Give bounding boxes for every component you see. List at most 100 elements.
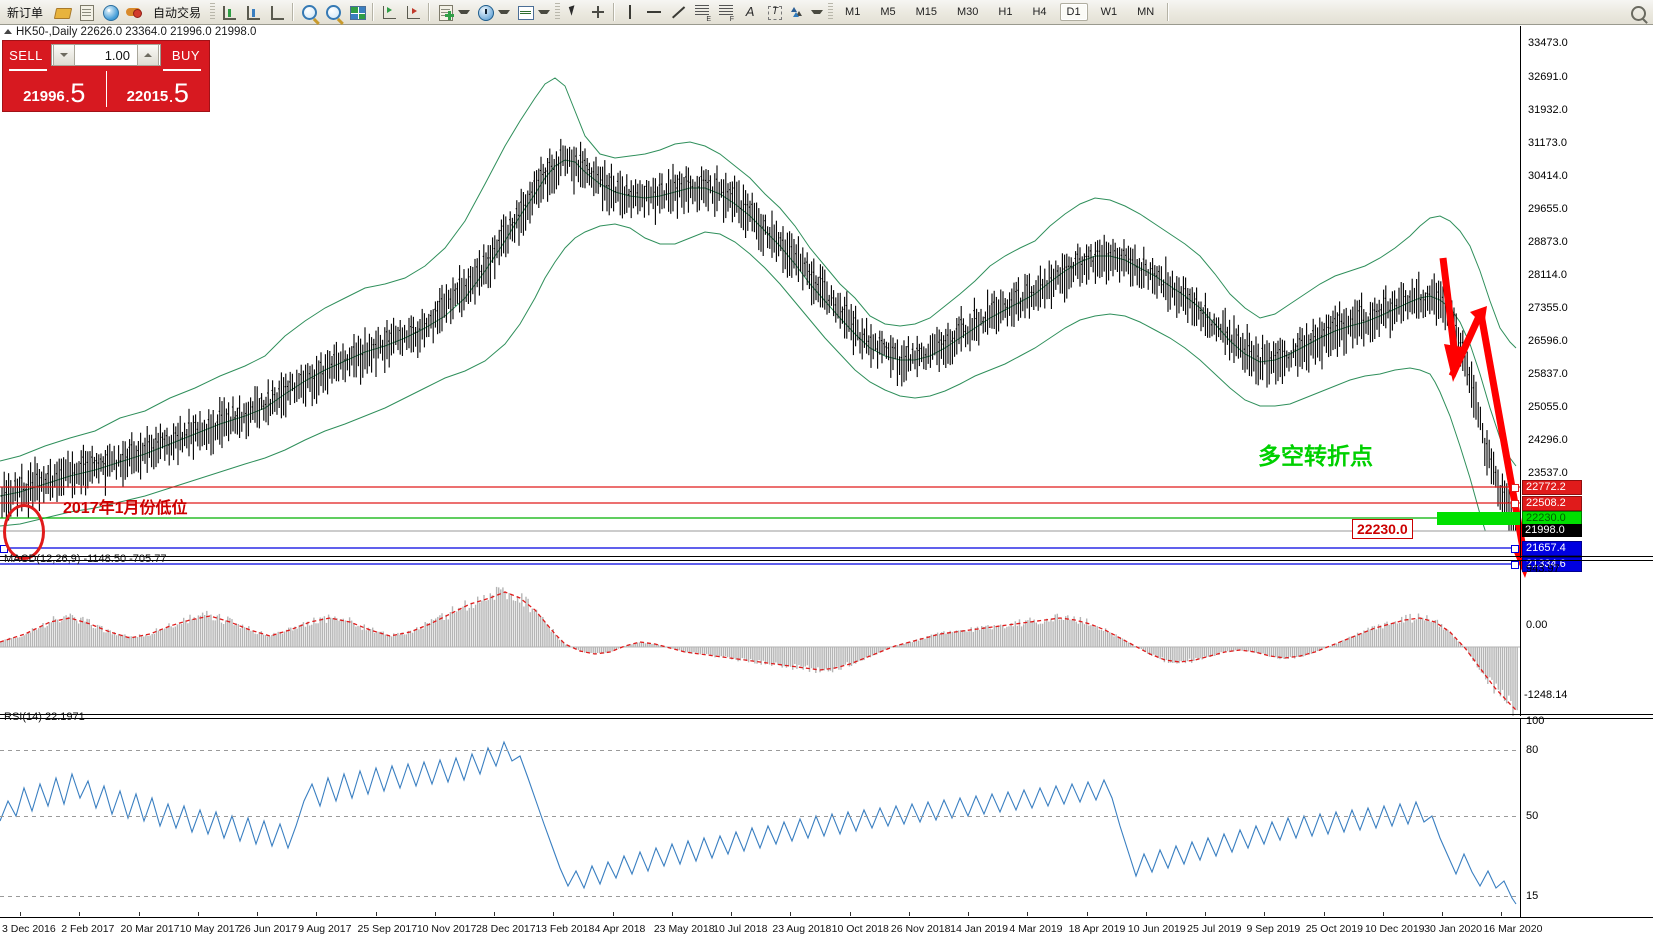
price-badge-resistance-1[interactable]: 22772.2 <box>1522 480 1582 495</box>
low-point-circle <box>3 504 45 560</box>
volume-decrement-button[interactable] <box>53 44 75 66</box>
volume-field[interactable]: 1.00 <box>51 44 161 66</box>
folder-icon[interactable] <box>50 1 74 23</box>
zoom-out-icon[interactable] <box>321 1 345 25</box>
timeframe-m15[interactable]: M15 <box>915 6 937 18</box>
toolbar-grip[interactable] <box>555 3 561 21</box>
time-axis-label: 4 Apr 2018 <box>594 923 646 935</box>
volume-increment-button[interactable] <box>137 44 159 66</box>
price-axis-label: 33473.0 <box>1528 37 1568 49</box>
price-chart-canvas[interactable] <box>0 26 1653 944</box>
vertical-line-icon[interactable] <box>618 1 642 23</box>
data-window-icon[interactable] <box>74 1 98 23</box>
indicators-icon[interactable] <box>433 1 457 23</box>
price-axis-label: 31932.0 <box>1528 104 1568 116</box>
templates-icon[interactable] <box>513 1 537 23</box>
macd-series-group <box>0 586 1520 716</box>
toolbar-grip[interactable] <box>828 3 834 21</box>
line-handle[interactable] <box>1511 545 1519 553</box>
buy-price-integer: 22015 <box>126 88 169 105</box>
fibonacci-icon[interactable] <box>714 1 738 23</box>
indicators-dropdown-icon[interactable] <box>458 10 471 14</box>
time-axis-tick <box>20 912 21 916</box>
line-chart-icon[interactable] <box>265 1 289 23</box>
candlestick-chart-icon[interactable] <box>241 1 265 23</box>
rsi-axis[interactable] <box>1520 719 1521 917</box>
buy-price-dot: . <box>169 90 173 105</box>
horizontal-line-icon[interactable] <box>642 1 666 23</box>
price-badge-target[interactable]: 22230.0 <box>1522 511 1582 526</box>
bar-chart-icon[interactable] <box>217 1 241 23</box>
chart-area[interactable]: 33473.0 32691.0 31932.0 31173.0 30414.0 … <box>0 26 1653 944</box>
volume-value[interactable]: 1.00 <box>104 47 130 63</box>
text-icon[interactable]: A <box>745 4 755 19</box>
price-axis-label: 29655.0 <box>1528 203 1568 215</box>
zoom-in-icon[interactable] <box>297 1 321 25</box>
period-icon[interactable] <box>473 1 497 23</box>
cursor-icon[interactable] <box>562 1 586 23</box>
one-click-trading-panel[interactable]: SELL 1.00 BUY 21996 . 5 22015 . 5 <box>2 40 210 112</box>
time-axis-label: 4 Mar 2019 <box>1009 923 1063 935</box>
chart-shift-icon[interactable] <box>377 1 401 23</box>
tile-windows-icon[interactable] <box>345 1 369 23</box>
time-axis-tick <box>1027 912 1029 916</box>
expand-icon[interactable] <box>4 28 12 34</box>
macd-axis[interactable] <box>1520 561 1521 716</box>
bollinger-lower-band <box>0 223 1486 531</box>
time-axis-label: 9 Sep 2019 <box>1246 923 1301 935</box>
crosshair-icon[interactable] <box>586 1 610 23</box>
sell-price[interactable]: 21996 . 5 <box>3 69 106 109</box>
new-order-button[interactable]: 新订单 <box>7 5 44 20</box>
buy-price[interactable]: 22015 . 5 <box>107 69 210 109</box>
sell-button[interactable]: SELL <box>9 47 43 63</box>
sell-price-dot: . <box>65 90 70 105</box>
timeframe-h1[interactable]: H1 <box>998 6 1013 18</box>
price-badge-support-1[interactable]: 21657.4 <box>1522 541 1582 556</box>
equidistant-channel-icon[interactable] <box>690 1 714 23</box>
timeframe-d1[interactable]: D1 <box>1057 1 1091 23</box>
line-handle[interactable] <box>1511 561 1519 569</box>
search-icon[interactable] <box>1629 1 1653 23</box>
price-badge-last[interactable]: 21998.0 <box>1522 524 1582 537</box>
line-handle[interactable] <box>1511 484 1519 492</box>
timeframe-h4[interactable]: H4 <box>1032 6 1047 18</box>
price-badge-resistance-2[interactable]: 22508.2 <box>1522 496 1582 511</box>
timeframe-m30[interactable]: M30 <box>957 6 979 18</box>
time-axis-tick <box>1442 912 1444 916</box>
timeframe-w1[interactable]: W1 <box>1100 6 1118 18</box>
rsi-level-50 <box>0 816 1520 817</box>
time-axis-label: 10 May 2017 <box>179 923 241 935</box>
time-axis-label: 23 May 2018 <box>653 923 715 935</box>
price-axis-label: 27355.0 <box>1528 302 1568 314</box>
navigator-icon[interactable] <box>98 1 122 23</box>
price-axis-label: 31173.0 <box>1528 137 1567 149</box>
period-dropdown-icon[interactable] <box>498 10 511 14</box>
shapes-dropdown-icon[interactable] <box>811 10 824 14</box>
time-axis[interactable] <box>0 917 1653 918</box>
autotrading-button[interactable]: 自动交易 <box>153 5 202 20</box>
autotrading-icon[interactable] <box>122 1 146 23</box>
time-axis-label: 9 Aug 2017 <box>298 923 352 935</box>
text-label-icon[interactable] <box>762 1 786 23</box>
target-zone-box[interactable] <box>1437 512 1520 525</box>
templates-dropdown-icon[interactable] <box>538 10 551 14</box>
time-axis-tick <box>1145 912 1147 916</box>
trendline-icon[interactable] <box>666 1 690 23</box>
timeframe-m5[interactable]: M5 <box>880 6 896 18</box>
timeframe-mn[interactable]: MN <box>1137 6 1155 18</box>
price-box-label[interactable]: 22230.0 <box>1352 519 1413 539</box>
toolbar-grip[interactable] <box>210 3 216 21</box>
toolbar-separator <box>292 3 295 21</box>
line-handle[interactable] <box>1511 500 1519 508</box>
buy-button[interactable]: BUY <box>171 47 201 63</box>
symbol-info-bar[interactable]: HK50-,Daily 22626.0 23364.0 21996.0 2199… <box>0 26 256 38</box>
price-axis[interactable] <box>1520 26 1521 558</box>
price-axis-label: 24296.0 <box>1528 434 1568 446</box>
shapes-icon[interactable] <box>786 1 810 23</box>
price-axis-label: 25837.0 <box>1528 368 1568 380</box>
timeframe-m1[interactable]: M1 <box>845 6 861 18</box>
rsi-line <box>0 740 1517 905</box>
auto-scroll-icon[interactable] <box>401 1 425 23</box>
toolbar-separator <box>1167 3 1170 21</box>
